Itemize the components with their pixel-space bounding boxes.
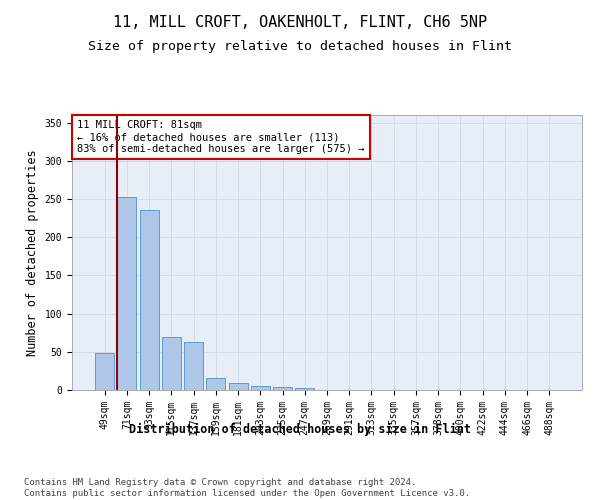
Bar — [184, 342, 203, 390]
Bar — [162, 338, 181, 390]
Text: Distribution of detached houses by size in Flint: Distribution of detached houses by size … — [129, 422, 471, 436]
Text: Contains HM Land Registry data © Crown copyright and database right 2024.
Contai: Contains HM Land Registry data © Crown c… — [24, 478, 470, 498]
Text: Size of property relative to detached houses in Flint: Size of property relative to detached ho… — [88, 40, 512, 53]
Text: 11 MILL CROFT: 81sqm
← 16% of detached houses are smaller (113)
83% of semi-deta: 11 MILL CROFT: 81sqm ← 16% of detached h… — [77, 120, 365, 154]
Bar — [206, 378, 225, 390]
Bar — [140, 210, 158, 390]
Y-axis label: Number of detached properties: Number of detached properties — [26, 149, 39, 356]
Bar — [251, 386, 270, 390]
Text: 11, MILL CROFT, OAKENHOLT, FLINT, CH6 5NP: 11, MILL CROFT, OAKENHOLT, FLINT, CH6 5N… — [113, 15, 487, 30]
Bar — [95, 354, 114, 390]
Bar — [273, 387, 292, 390]
Bar — [118, 196, 136, 390]
Bar — [295, 388, 314, 390]
Bar — [229, 383, 248, 390]
